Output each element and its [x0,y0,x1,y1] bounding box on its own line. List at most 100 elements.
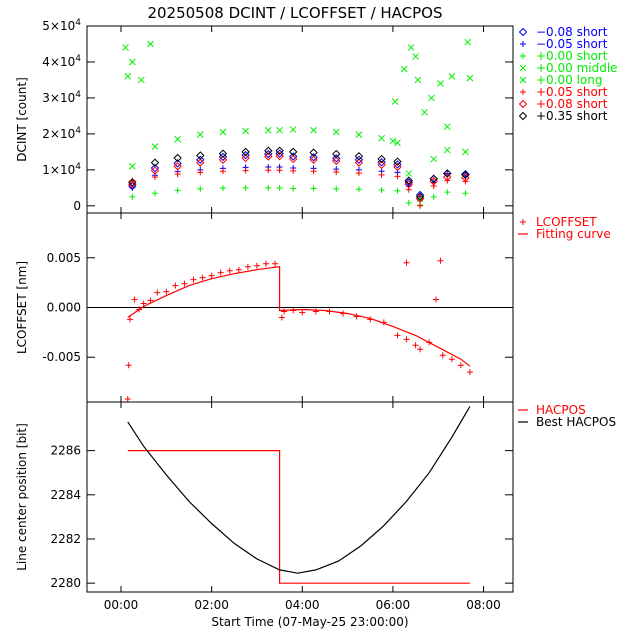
series--0-35-short [128,146,470,202]
data-point [288,152,298,161]
data-point [464,38,472,46]
data-point [394,332,401,339]
legend-marker [518,111,528,121]
data-point [443,169,452,178]
data-point [264,149,273,159]
data-point [309,153,318,162]
y-axis-label: Line center position [bit] [15,423,29,571]
data-point [430,193,437,200]
legend-label: +0.05 short [536,85,608,99]
data-point [127,316,134,323]
data-point [241,147,250,157]
data-point [378,186,385,193]
data-point [196,131,204,138]
legend-label: +0.00 long [536,73,603,87]
series-line [127,406,471,574]
data-point [197,185,204,192]
data-point [333,169,340,176]
data-point [278,314,285,321]
data-point [391,98,399,105]
data-point [462,148,469,156]
data-point [173,162,182,171]
data-point [443,172,452,182]
data-point [219,185,226,192]
data-point [457,362,464,369]
legend-marker [520,41,526,47]
legend-label: −0.05 short [536,37,608,51]
data-point [377,160,386,170]
data-point [439,352,446,359]
data-point [263,260,270,267]
data-point [226,267,233,274]
data-point [394,187,401,194]
data-point [432,296,439,303]
data-point [407,44,415,51]
data-point [312,308,319,315]
data-point [309,155,318,164]
legend-label: −0.08 short [536,25,608,39]
data-point [197,169,204,176]
data-point [235,266,242,273]
data-point [147,40,154,48]
data-point [140,300,147,307]
legend-marker [520,89,526,95]
y-tick-label: 2280 [50,576,81,590]
y-tick-label: 3×104 [42,90,81,105]
data-point [154,289,161,296]
data-point [196,158,205,167]
data-point [405,170,413,177]
y-axis-label: LCOFFSET [nm] [15,261,29,354]
legend-label: Best HACPOS [536,415,616,429]
data-point [264,126,272,134]
series-best-hacpos [127,406,471,574]
data-point [448,72,456,80]
data-point [466,369,473,376]
data-point [405,199,412,206]
data-point [355,131,363,138]
data-point [378,171,385,178]
data-point [275,151,284,161]
y-tick-label: 2282 [50,532,81,546]
y-tick-label: 2×104 [42,126,81,141]
data-point [174,171,181,178]
data-point [208,272,215,279]
data-point [272,260,279,267]
data-point [378,134,385,142]
data-point [403,336,410,343]
x-axis-label: Start Time (07-May-25 23:00:00) [211,615,408,629]
series-hacpos [127,450,470,584]
data-point [310,168,317,175]
data-point [124,72,132,80]
data-point [430,183,437,190]
data-point [443,146,451,154]
data-point [122,44,129,51]
data-point [125,362,132,369]
data-point [218,149,228,158]
series-line [127,450,470,584]
y-tick-label: 1×104 [42,162,81,177]
data-point [443,123,451,131]
data-point [428,94,435,102]
data-point [281,308,288,315]
data-point [163,288,170,295]
data-point [138,76,145,84]
data-point [299,309,306,316]
y-tick-label: 0.000 [47,301,81,315]
data-point [131,296,138,303]
data-point [404,176,413,185]
y-axis-label: DCINT [count] [15,77,29,162]
data-point [276,184,283,191]
legend-label: +0.00 short [536,49,608,63]
series--0-00-middle [122,38,474,145]
data-point [394,139,401,147]
data-point [377,154,386,164]
data-point [173,153,182,163]
data-point [290,185,297,192]
data-point [219,168,226,175]
data-point [288,147,298,157]
data-point [265,184,272,191]
data-point [332,128,340,136]
y-tick-label: 0.005 [47,251,81,265]
x-tick-label: 02:00 [194,598,229,612]
